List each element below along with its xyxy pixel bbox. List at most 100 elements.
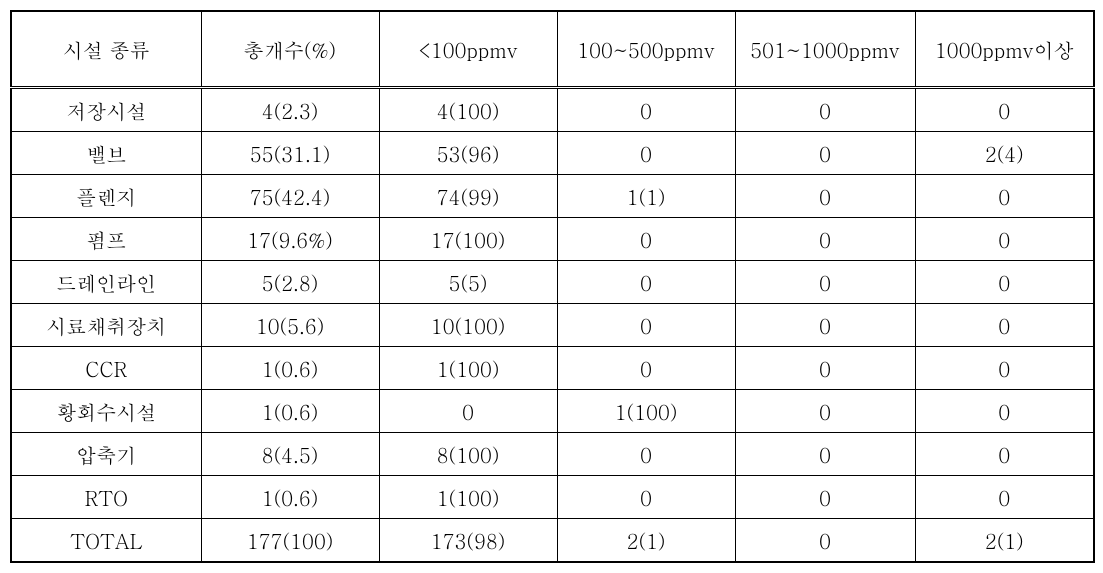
cell: 0 <box>915 476 1094 519</box>
cell-value: 0 <box>998 182 1010 211</box>
cell-value: 4(2.3) <box>262 96 319 125</box>
cell-value: 0 <box>640 354 652 383</box>
cell-value: 17(9.6%) <box>247 225 333 254</box>
cell-value: 0 <box>640 225 652 254</box>
table-header: 시설 종류 총개수(%) <100ppmv 100~500ppmv 501~10… <box>11 11 1094 88</box>
cell-value: 5(5) <box>449 268 488 297</box>
cell: 1(100) <box>379 476 557 519</box>
cell: 0 <box>915 347 1094 390</box>
cell: 55(31.1) <box>201 132 379 175</box>
cell: 17(9.6%) <box>201 218 379 261</box>
cell-value: 0 <box>819 311 831 340</box>
cell-value: 74(99) <box>437 182 500 211</box>
cell: 0 <box>735 88 915 132</box>
table-row: 드레인라인 5(2.8) 5(5) 0 0 0 <box>11 261 1094 304</box>
cell-value: 0 <box>998 397 1010 426</box>
cell-value: 0 <box>819 182 831 211</box>
cell: 4(2.3) <box>201 88 379 132</box>
cell-value: 1(0.6) <box>262 354 319 383</box>
cell-value: 황회수시설 <box>56 397 156 426</box>
col-header-lt-100: <100ppmv <box>379 11 557 88</box>
cell: 0 <box>379 390 557 433</box>
cell-value: 1(100) <box>437 483 500 512</box>
header-label: 시설 종류 <box>63 35 150 64</box>
cell: 0 <box>915 390 1094 433</box>
cell: 2(4) <box>915 132 1094 175</box>
cell-value: 1(1) <box>627 182 666 211</box>
cell: 4(100) <box>379 88 557 132</box>
cell-value: 10(5.6) <box>256 311 325 340</box>
cell-value: 0 <box>462 397 474 426</box>
cell: 8(4.5) <box>201 433 379 476</box>
cell-value: CCR <box>85 354 127 383</box>
cell: 0 <box>557 218 735 261</box>
cell: 1(1) <box>557 175 735 218</box>
cell-value: 0 <box>640 483 652 512</box>
cell-value: 5(2.8) <box>262 268 319 297</box>
table-row: 저장시설 4(2.3) 4(100) 0 0 0 <box>11 88 1094 132</box>
cell-value: 드레인라인 <box>56 268 156 297</box>
cell: 0 <box>557 476 735 519</box>
cell-value: 173(98) <box>431 526 506 555</box>
header-label: <100ppmv <box>418 35 518 64</box>
cell: 0 <box>915 88 1094 132</box>
cell-value: 1(100) <box>437 354 500 383</box>
cell: 75(42.4) <box>201 175 379 218</box>
cell-value: 177(100) <box>247 526 334 555</box>
cell-value: 2(4) <box>985 139 1024 168</box>
cell-value: 0 <box>640 440 652 469</box>
col-header-facility-type: 시설 종류 <box>11 11 201 88</box>
cell-value: 0 <box>998 483 1010 512</box>
cell-value: 8(100) <box>437 440 500 469</box>
cell: 밸브 <box>11 132 201 175</box>
cell-value: 플렌지 <box>76 182 136 211</box>
cell: 0 <box>735 132 915 175</box>
cell: 시료채취장치 <box>11 304 201 347</box>
table-body: 저장시설 4(2.3) 4(100) 0 0 0 밸브 55(31.1) 53(… <box>11 88 1094 563</box>
cell: 0 <box>735 347 915 390</box>
cell-value: 0 <box>998 440 1010 469</box>
cell: RTO <box>11 476 201 519</box>
cell: 8(100) <box>379 433 557 476</box>
cell: 0 <box>915 433 1094 476</box>
cell-value: 0 <box>819 96 831 125</box>
cell: 10(5.6) <box>201 304 379 347</box>
table-row: 시료채취장치 10(5.6) 10(100) 0 0 0 <box>11 304 1094 347</box>
data-table: 시설 종류 총개수(%) <100ppmv 100~500ppmv 501~10… <box>10 10 1095 563</box>
cell-value: 0 <box>819 268 831 297</box>
cell: 173(98) <box>379 519 557 563</box>
cell: 펌프 <box>11 218 201 261</box>
cell: 2(1) <box>557 519 735 563</box>
cell-value: 저장시설 <box>66 96 146 125</box>
cell-value: 시료채취장치 <box>46 311 166 340</box>
cell: 0 <box>915 261 1094 304</box>
cell-value: 4(100) <box>437 96 500 125</box>
cell-value: 2(1) <box>627 526 666 555</box>
cell: 0 <box>735 390 915 433</box>
cell: 드레인라인 <box>11 261 201 304</box>
cell: CCR <box>11 347 201 390</box>
cell-value: TOTAL <box>70 526 142 555</box>
table-row: 밸브 55(31.1) 53(96) 0 0 2(4) <box>11 132 1094 175</box>
cell: 1(0.6) <box>201 390 379 433</box>
cell: 177(100) <box>201 519 379 563</box>
cell-value: 0 <box>640 268 652 297</box>
cell: 0 <box>557 347 735 390</box>
cell: 압축기 <box>11 433 201 476</box>
cell: 1(100) <box>557 390 735 433</box>
cell-value: 0 <box>819 354 831 383</box>
table-row: RTO 1(0.6) 1(100) 0 0 0 <box>11 476 1094 519</box>
cell-value: 0 <box>819 397 831 426</box>
cell: 53(96) <box>379 132 557 175</box>
table-row: 압축기 8(4.5) 8(100) 0 0 0 <box>11 433 1094 476</box>
cell: 플렌지 <box>11 175 201 218</box>
cell: 0 <box>735 175 915 218</box>
cell: 1(100) <box>379 347 557 390</box>
header-label: 1000ppmv이상 <box>935 35 1074 64</box>
cell: 0 <box>915 175 1094 218</box>
cell-value: 압축기 <box>76 440 136 469</box>
cell-value: 0 <box>640 139 652 168</box>
table-row: CCR 1(0.6) 1(100) 0 0 0 <box>11 347 1094 390</box>
cell-value: 0 <box>998 225 1010 254</box>
cell: 0 <box>557 433 735 476</box>
